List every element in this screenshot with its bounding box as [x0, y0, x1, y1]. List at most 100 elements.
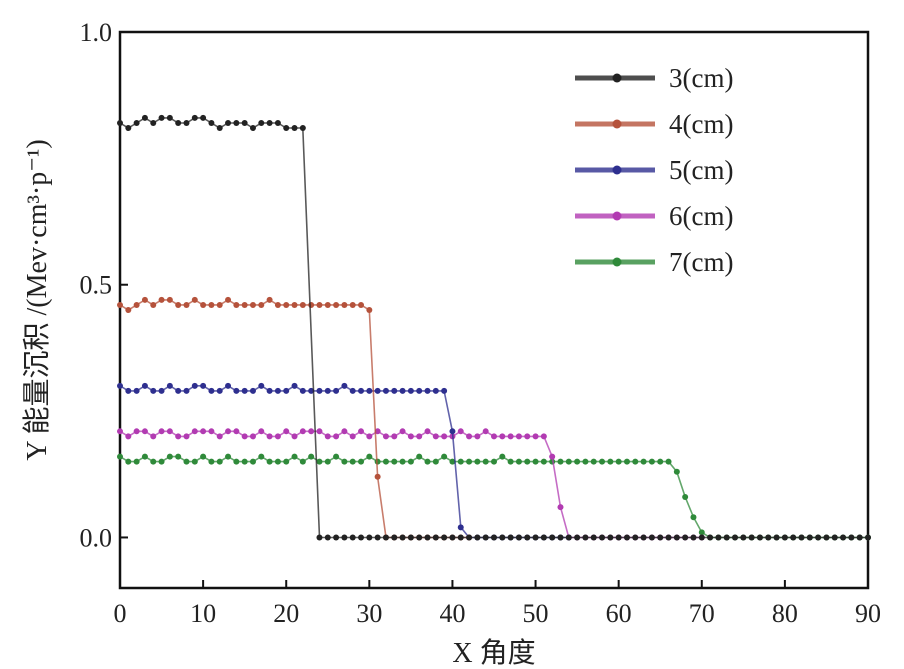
data-point [191, 114, 198, 121]
data-point [424, 458, 431, 465]
data-point [466, 433, 473, 440]
data-point [225, 453, 232, 460]
data-point [308, 301, 315, 308]
data-point [175, 387, 182, 394]
data-point [524, 534, 531, 541]
legend-item: 3(cm) [575, 63, 733, 93]
data-point [424, 387, 431, 394]
series-line [119, 298, 470, 539]
data-point [258, 301, 265, 308]
data-point [507, 433, 514, 440]
legend-label: 5(cm) [669, 155, 733, 185]
data-point [790, 534, 797, 541]
data-point [673, 534, 680, 541]
legend-label: 4(cm) [669, 109, 733, 139]
data-point [183, 433, 190, 440]
data-point [416, 433, 423, 440]
data-point [200, 428, 207, 435]
data-point [291, 382, 298, 389]
data-point [507, 534, 514, 541]
data-point [166, 382, 173, 389]
data-point [274, 301, 281, 308]
data-point [208, 428, 215, 435]
data-point [299, 125, 306, 132]
data-point [258, 453, 265, 460]
data-point [299, 458, 306, 465]
data-point [582, 534, 589, 541]
data-point [374, 387, 381, 394]
data-point [258, 382, 265, 389]
data-point [233, 301, 240, 308]
data-point [125, 433, 132, 440]
data-point [274, 387, 281, 394]
data-point [665, 534, 672, 541]
data-point [208, 301, 215, 308]
legend-marker [612, 211, 622, 221]
data-point [133, 428, 140, 435]
series-line [119, 116, 868, 539]
data-point [457, 534, 464, 541]
data-point [274, 119, 281, 126]
data-point [648, 534, 655, 541]
data-point [133, 119, 140, 126]
data-point [308, 387, 315, 394]
data-point [283, 125, 290, 132]
data-point [150, 458, 157, 465]
data-point [283, 387, 290, 394]
data-point [391, 458, 398, 465]
data-point [158, 387, 165, 394]
data-point [141, 296, 148, 303]
data-point [391, 433, 398, 440]
data-point [574, 534, 581, 541]
data-point [283, 301, 290, 308]
x-axis-ticks: 0 10 20 30 40 50 60 70 80 90 [114, 580, 881, 628]
legend-item: 5(cm) [575, 155, 733, 185]
data-point [499, 453, 506, 460]
x-tick-label: 60 [606, 599, 632, 628]
data-point [117, 382, 123, 389]
data-point [532, 534, 539, 541]
data-point [216, 301, 223, 308]
data-point [665, 458, 672, 465]
data-point [183, 301, 190, 308]
data-point [482, 428, 489, 435]
x-tick-label: 30 [356, 599, 382, 628]
legend-marker [612, 73, 622, 83]
data-point [349, 458, 356, 465]
data-point [474, 534, 481, 541]
data-point [407, 387, 414, 394]
data-point [540, 534, 547, 541]
data-point [382, 433, 389, 440]
data-point [266, 296, 273, 303]
data-point [117, 453, 123, 460]
data-point [117, 428, 123, 435]
x-tick-label: 0 [114, 599, 127, 628]
data-point [358, 428, 365, 435]
legend-marker [612, 165, 622, 175]
data-point [349, 387, 356, 394]
data-point [175, 119, 182, 126]
data-point [574, 458, 581, 465]
data-point [291, 125, 298, 132]
data-point [225, 119, 232, 126]
data-point [358, 534, 365, 541]
data-point [424, 534, 431, 541]
data-point [557, 458, 564, 465]
data-point [540, 433, 547, 440]
data-point [690, 514, 697, 521]
x-tick-label: 50 [523, 599, 549, 628]
data-point [590, 458, 597, 465]
data-point [756, 534, 763, 541]
data-point [366, 433, 373, 440]
data-point [349, 301, 356, 308]
data-point [266, 387, 273, 394]
data-point [266, 119, 273, 126]
data-point [175, 453, 182, 460]
series-6(cm) [117, 428, 705, 541]
data-point [200, 453, 207, 460]
data-point [241, 301, 248, 308]
data-point [324, 387, 331, 394]
x-tick-label: 70 [689, 599, 715, 628]
